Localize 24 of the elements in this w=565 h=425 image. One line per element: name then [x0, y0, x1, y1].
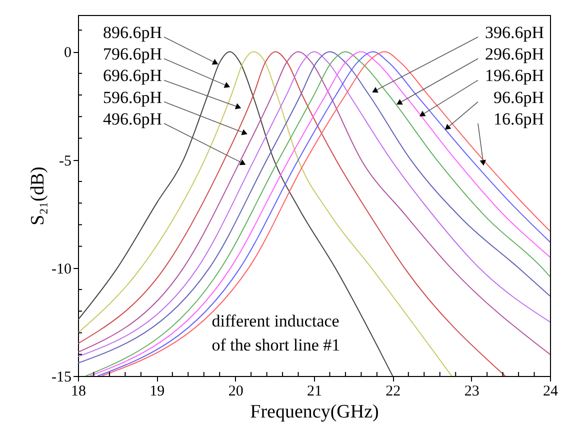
x-axis-title: Frequency(GHz) [250, 402, 379, 422]
annotation: 296.6pH [484, 44, 544, 64]
y-axis-title: S₂₁(dB) [28, 166, 49, 226]
x-tick-label: 23 [464, 384, 480, 400]
y-tick-label: 0 [64, 45, 72, 62]
annotation: 696.6pH [102, 66, 162, 86]
x-tick-label: 21 [307, 384, 322, 400]
annotation: 896.6pH [102, 23, 162, 42]
annotation: 196.6pH [484, 66, 544, 86]
annotation: 796.6pH [102, 44, 162, 64]
annotation: 496.6pH [102, 109, 162, 128]
x-tick-label: 18 [71, 384, 86, 400]
annotation: 16.6pH [493, 109, 544, 128]
annotation: 396.6pH [484, 23, 544, 42]
x-tick-label: 20 [228, 384, 244, 400]
y-tick-label: -15 [52, 370, 72, 386]
x-tick-label: 22 [386, 384, 401, 400]
annotation: different inductace of the short line #1 [212, 311, 340, 354]
x-tick-label: 19 [150, 384, 165, 400]
x-tick-label: 24 [543, 384, 558, 400]
annotation: 596.6pH [102, 88, 162, 107]
y-tick-label: -10 [52, 261, 72, 278]
annotation: 96.6pH [493, 88, 544, 107]
y-tick-label: -5 [59, 153, 72, 170]
